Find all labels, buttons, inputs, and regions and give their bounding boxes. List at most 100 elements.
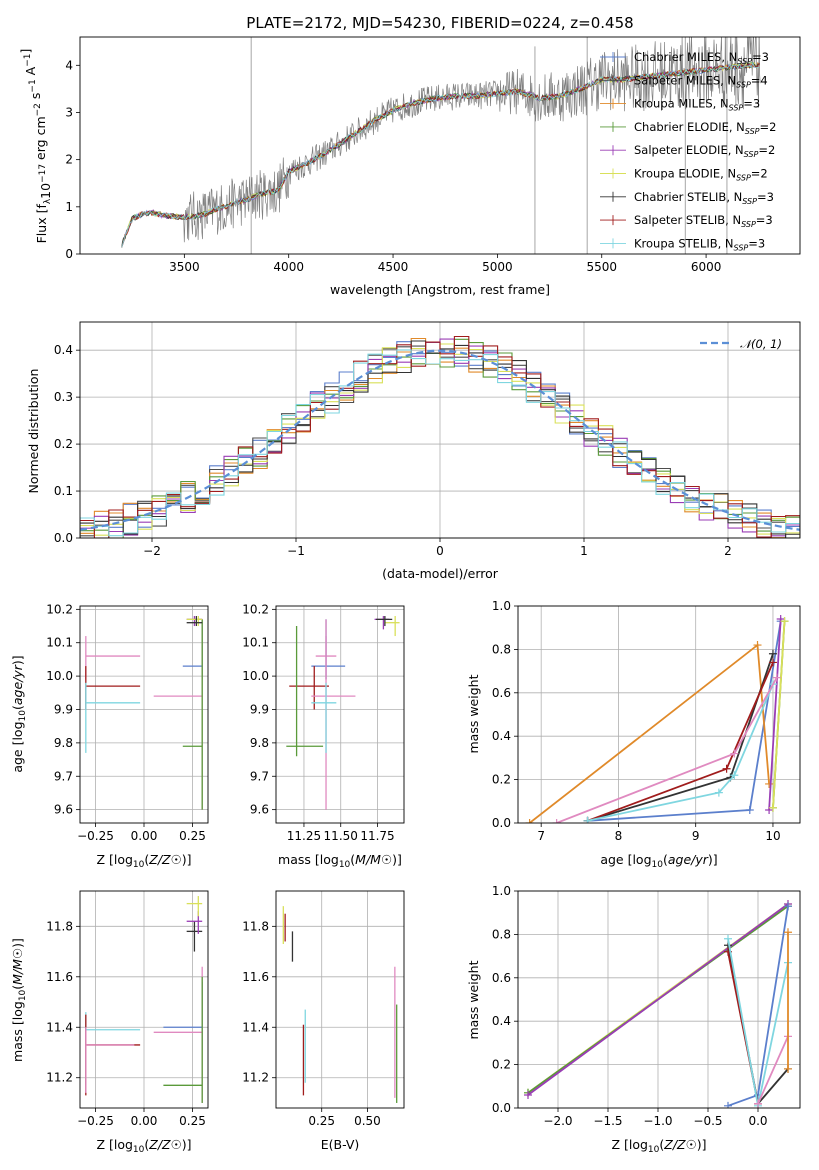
x-tick-label: −0.25 [77, 829, 114, 843]
massweight-line-6 [587, 653, 774, 822]
x-tick-label: 11.50 [324, 829, 358, 843]
massweight-marker [784, 902, 792, 911]
massweight-marker [753, 641, 762, 650]
x-tick-label: 0.25 [179, 829, 206, 843]
x-tick-label: 0.00 [131, 1114, 158, 1128]
y-tick-label: 0.2 [492, 773, 511, 787]
x-tick-label: 4000 [273, 260, 304, 274]
y-tick-label: 9.6 [54, 803, 73, 817]
x-axis-label: age [log10(age/yr)] [600, 852, 717, 870]
y-tick-label: 10.0 [242, 669, 269, 683]
histogram-series [80, 335, 800, 538]
residual-histogram-1 [80, 341, 800, 538]
massweight-marker [730, 771, 739, 780]
model-curve-9 [121, 61, 760, 248]
legend-entry: Chabrier STELIB, NSSP=3 [634, 190, 774, 206]
y-tick-label: 0.8 [492, 927, 511, 941]
y-tick-label: 0.6 [492, 971, 511, 985]
y-tick-label: 11.4 [242, 1020, 269, 1034]
legend-entry: 𝒩(0, 1) [740, 337, 782, 351]
normal-curve [80, 349, 800, 531]
y-tick-label: 0.1 [54, 484, 73, 498]
y-tick-label: 10.0 [46, 669, 73, 683]
y-tick-label: 0.2 [54, 437, 73, 451]
x-tick-label: 9 [692, 829, 700, 843]
x-tick-label: 5500 [586, 260, 617, 274]
y-tick-label: 0 [65, 247, 73, 261]
massweight-series [525, 615, 789, 823]
axes-frame [517, 605, 801, 824]
massweight-marker [776, 615, 785, 624]
age-vs-metallicity-panel: −0.25 0.00 0.25 9.6 9.7 9.8 9.9 10.0 10.1 10.2 Z [… [10, 602, 209, 870]
axes-frame [517, 890, 801, 1109]
massweight-line-2 [529, 643, 770, 823]
massweight-line-7 [587, 662, 774, 822]
errorbar-series [85, 616, 203, 810]
residual-panel: −2 −1 0 1 2 0.0 0.1 0.2 0.3 0.4 (data-model)/erro… [26, 321, 801, 581]
x-tick-label: −1 [287, 544, 305, 558]
massweight-line-3 [527, 903, 789, 1096]
massweight-marker [714, 788, 723, 797]
x-axis-label: Z [log10(Z/Z☉)] [96, 1137, 191, 1155]
y-tick-label: 10.1 [242, 636, 269, 650]
x-tick-label: −0.25 [77, 1114, 114, 1128]
spectrum-legend: Chabrier MILES, NSSP=3 Salpeter MILES, NS… [600, 50, 776, 252]
residual-ylabel: Normed distribution [26, 369, 41, 494]
x-tick-label: −1.5 [593, 1114, 622, 1128]
massweight-marker [745, 805, 754, 814]
massweight-vs-age-panel: 7 8 9 10 0.0 0.2 0.4 0.6 0.8 1.0 age [log10(age/yr… [466, 599, 801, 870]
x-tick-label: −2.0 [543, 1114, 572, 1128]
mass-vs-ebv-panel: 0.25 0.50 11.2 11.4 11.6 11.8 E(B-V) [242, 890, 405, 1152]
axes-frame [79, 890, 209, 1109]
massweight-marker [765, 779, 774, 788]
massweight-line-8 [757, 1036, 789, 1105]
x-tick-label: 11.25 [287, 829, 321, 843]
y-tick-label: 0.4 [492, 1014, 511, 1028]
spectrum-title: PLATE=2172, MJD=54230, FIBERID=0224, z=0… [246, 14, 633, 32]
x-tick-label: 10 [765, 829, 780, 843]
massweight-line-5 [772, 621, 786, 808]
x-tick-label: 0.25 [308, 1114, 335, 1128]
y-axis-label: mass weight [466, 674, 481, 753]
x-tick-label: 4500 [378, 260, 409, 274]
x-axis-label: E(B-V) [321, 1137, 360, 1152]
axes-frame [79, 36, 801, 255]
massweight-marker [768, 649, 777, 658]
y-tick-label: 0.4 [54, 343, 73, 357]
axes-frame [275, 605, 405, 824]
spectrum-xlabel: wavelength [Angstrom, rest frame] [330, 282, 550, 297]
massweight-line-9 [556, 677, 778, 823]
errorbar-series [282, 906, 398, 1103]
axes-frame [79, 605, 209, 824]
residual-legend: 𝒩(0, 1) [700, 337, 782, 351]
errorbar-series [286, 616, 400, 810]
massweight-marker [765, 805, 774, 814]
massweight-marker [583, 816, 592, 823]
y-tick-label: 1.0 [492, 599, 511, 613]
y-axis-label: mass [log10(M/M☉)] [10, 938, 28, 1062]
x-axis-label: Z [log10(Z/Z☉)] [96, 852, 191, 870]
massweight-marker [524, 1090, 532, 1099]
massweight-series [524, 900, 792, 1108]
spectrum-plot-area: 3500 4000 4500 5000 5500 6000 0 1 2 3 4 [65, 36, 801, 274]
legend-entry: Salpeter MILES, NSSP=4 [634, 73, 768, 89]
mass-vs-metallicity-panel: −0.25 0.00 0.25 11.2 11.4 11.6 11.8 Z [log10(Z/… [10, 890, 209, 1155]
y-tick-label: 1 [65, 200, 73, 214]
spectrum-series [121, 37, 761, 254]
x-tick-label: 1 [580, 544, 588, 558]
y-tick-label: 9.7 [54, 769, 73, 783]
x-tick-label: 0.50 [354, 1114, 381, 1128]
y-tick-label: 10.2 [46, 602, 73, 616]
massweight-marker [724, 934, 732, 943]
x-tick-label: 8 [615, 829, 623, 843]
legend-entry: Chabrier MILES, NSSP=3 [634, 50, 769, 66]
y-tick-label: 11.6 [46, 970, 73, 984]
legend-entry: Kroupa STELIB, NSSP=3 [634, 236, 765, 252]
massweight-marker [525, 819, 534, 823]
massweight-line-4 [768, 618, 782, 811]
legend-entry: Kroupa MILES, NSSP=3 [634, 97, 760, 113]
axes-frame [275, 890, 405, 1109]
x-tick-label: 2 [724, 544, 732, 558]
y-axis-label: age [log10(age/yr)] [10, 655, 28, 772]
